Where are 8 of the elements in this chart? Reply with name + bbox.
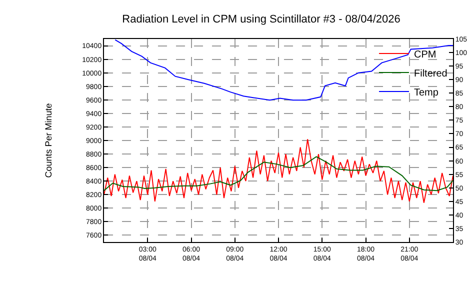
chart-title: Radiation Level in CPM using Scintillator #3 - 08/04/2026	[122, 14, 400, 26]
legend-label: Temp	[414, 87, 439, 98]
legend-label: Filtered	[414, 68, 448, 80]
legend-label: CPM	[414, 49, 436, 60]
line-series	[114, 39, 453, 101]
line-series	[104, 138, 453, 204]
y-axis-title: Counts Per Minute	[43, 103, 54, 178]
line-series	[104, 156, 453, 192]
